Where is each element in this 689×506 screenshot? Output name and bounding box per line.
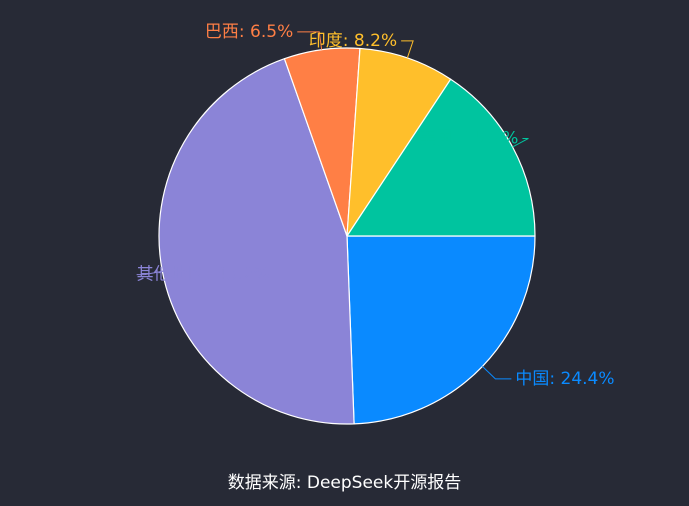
- slice-label: 其他地区: 45.2%: [137, 265, 270, 285]
- pie-slice: [346, 235, 536, 425]
- pie-slice: [158, 58, 355, 425]
- slice-label: 美国: 15.7%: [419, 128, 518, 148]
- slice-label: 中国: 24.4%: [515, 369, 614, 389]
- pie-slice: [346, 78, 536, 237]
- label-leader-line: [482, 366, 512, 380]
- slice-label: 印度: 8.2%: [309, 31, 397, 51]
- source-note: 数据来源: DeepSeek开源报告: [227, 473, 462, 493]
- label-leader-line: [401, 40, 414, 59]
- slice-label: 巴西: 6.5%: [205, 22, 293, 42]
- label-leader-line: [297, 31, 323, 50]
- label-leader-line: [512, 137, 529, 148]
- pie-slice: [346, 47, 452, 237]
- label-leader-line: [136, 270, 163, 276]
